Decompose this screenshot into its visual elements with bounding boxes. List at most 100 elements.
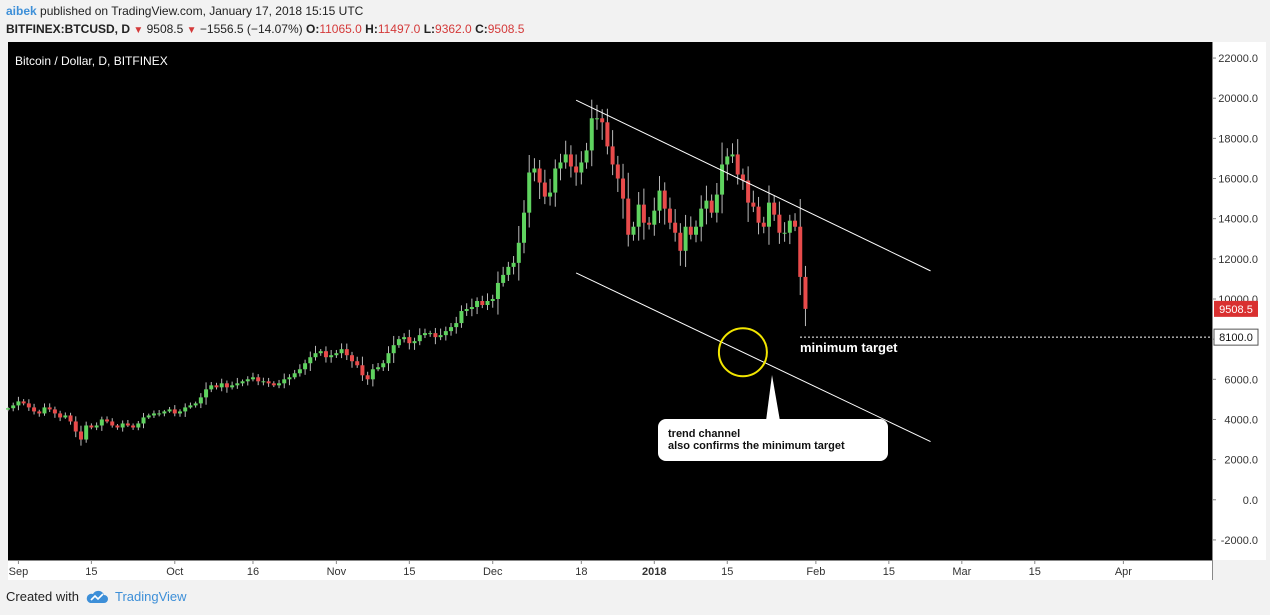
candle-body [58,413,63,418]
x-tick-label: Dec [483,566,503,578]
candle-body [115,425,120,428]
candle-body [594,118,599,120]
channel-upper-line[interactable] [575,99,931,272]
candle-body [506,266,511,275]
footer: Created with TradingView [6,589,187,604]
candle-body [224,383,229,388]
candle-body [47,407,52,410]
callout-line-2: also confirms the minimum target [668,440,845,452]
candle-body [678,232,683,251]
created-with-text: Created with [6,589,79,604]
candle-body [396,339,401,346]
candle-body [469,307,474,310]
candle-body [563,154,568,163]
candle-body [266,381,271,384]
candle-body [600,118,605,123]
target-price-tag-label: 8100.0 [1219,332,1253,344]
candle-body [626,198,631,235]
candle-body [766,202,771,227]
candle-body [240,381,245,384]
candle-body [527,172,532,213]
candle-body [141,417,146,424]
candle-body [542,182,547,197]
x-tick-label: 2018 [642,566,666,578]
plot-background[interactable] [8,42,1212,560]
candle-body [485,301,490,306]
author-link[interactable]: aibek [6,4,37,18]
x-tick-label: Mar [952,566,971,578]
candle-body [438,335,443,338]
candle-body [94,425,99,428]
low-value: 9362.0 [435,22,472,36]
candle-body [146,415,151,418]
candle-body [313,353,318,358]
candle-body [99,419,104,426]
y-tick-label: -2000.0 [1221,535,1258,547]
candle-body [6,408,10,410]
candle-body [459,311,464,324]
candle-body [422,333,427,336]
candle-body [579,162,584,173]
candle-body [381,363,386,368]
candle-body [219,383,224,388]
candle-body [647,222,652,225]
candle-body [214,385,219,388]
x-tick-label: Apr [1115,566,1132,578]
x-tick-label: 15 [721,566,733,578]
target-circle[interactable] [717,327,768,378]
candle-body [798,226,803,277]
candle-body [136,423,141,428]
candle-body [574,166,579,173]
chart-title: Bitcoin / Dollar, D, BITFINEX [15,54,168,68]
callout-box[interactable] [658,419,888,461]
candle-body [84,425,89,440]
candle-body [402,337,407,340]
tradingview-brand[interactable]: TradingView [85,589,187,604]
candle-body [292,373,297,378]
candle-body [407,337,412,344]
y-tick-label: 14000.0 [1218,214,1258,226]
x-tick-label: 15 [1029,566,1041,578]
y-tick-label: 2000.0 [1224,455,1258,467]
candle-body [78,431,83,440]
channel-lower-line[interactable] [575,272,931,442]
time-axis[interactable] [8,560,1212,580]
candle-body [777,214,782,233]
candle-body [756,206,761,223]
candle-body [589,118,594,151]
x-tick-label: 18 [575,566,587,578]
candle-body [751,202,756,207]
candle-body [32,407,37,412]
y-tick-label: 18000.0 [1218,133,1258,145]
candle-body [683,226,688,251]
candle-body [193,403,198,406]
candle-body [391,345,396,354]
candle-body [584,150,589,163]
candle-body [793,220,798,227]
candle-body [178,411,182,414]
candle-body [167,409,172,412]
candle-body [26,403,31,408]
candle-body [365,375,370,380]
candle-body [250,377,255,380]
candle-body [636,204,641,227]
candle-body [699,208,704,227]
symbol-label: BITFINEX:BTCUSD, D [6,22,130,36]
candle-body [735,154,740,175]
down-triangle-icon: ▼ [186,25,197,36]
candle-body [553,168,558,193]
candle-body [740,174,745,181]
tradingview-link[interactable]: TradingView [114,589,187,604]
x-tick-label: 15 [403,566,415,578]
candle-body [386,353,391,364]
candle-body [52,409,57,414]
cloud-icon [86,590,108,603]
candle-body [271,383,276,386]
candle-body [537,168,542,183]
candle-body [532,168,537,173]
candle-body [303,363,308,370]
candle-body [110,421,115,426]
candle-body [694,226,698,235]
